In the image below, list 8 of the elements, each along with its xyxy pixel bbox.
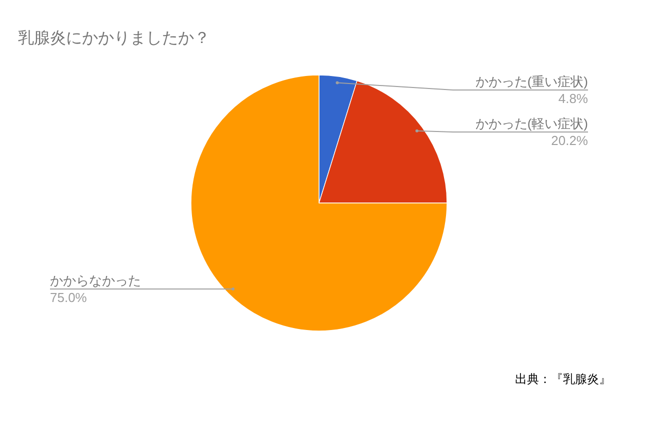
data-label: 20.2% <box>551 133 588 148</box>
data-label: 75.0% <box>50 290 88 305</box>
data-label: 4.8% <box>558 91 588 106</box>
slice-label: かからなかった <box>50 272 141 288</box>
slice-label: かかった(重い症状) <box>475 74 588 89</box>
slice-label: かかった(軽い症状) <box>475 116 588 131</box>
chart-title: 乳腺炎にかかりましたか？ <box>18 29 210 47</box>
source-note: 出典：『乳腺炎』 <box>515 372 611 386</box>
